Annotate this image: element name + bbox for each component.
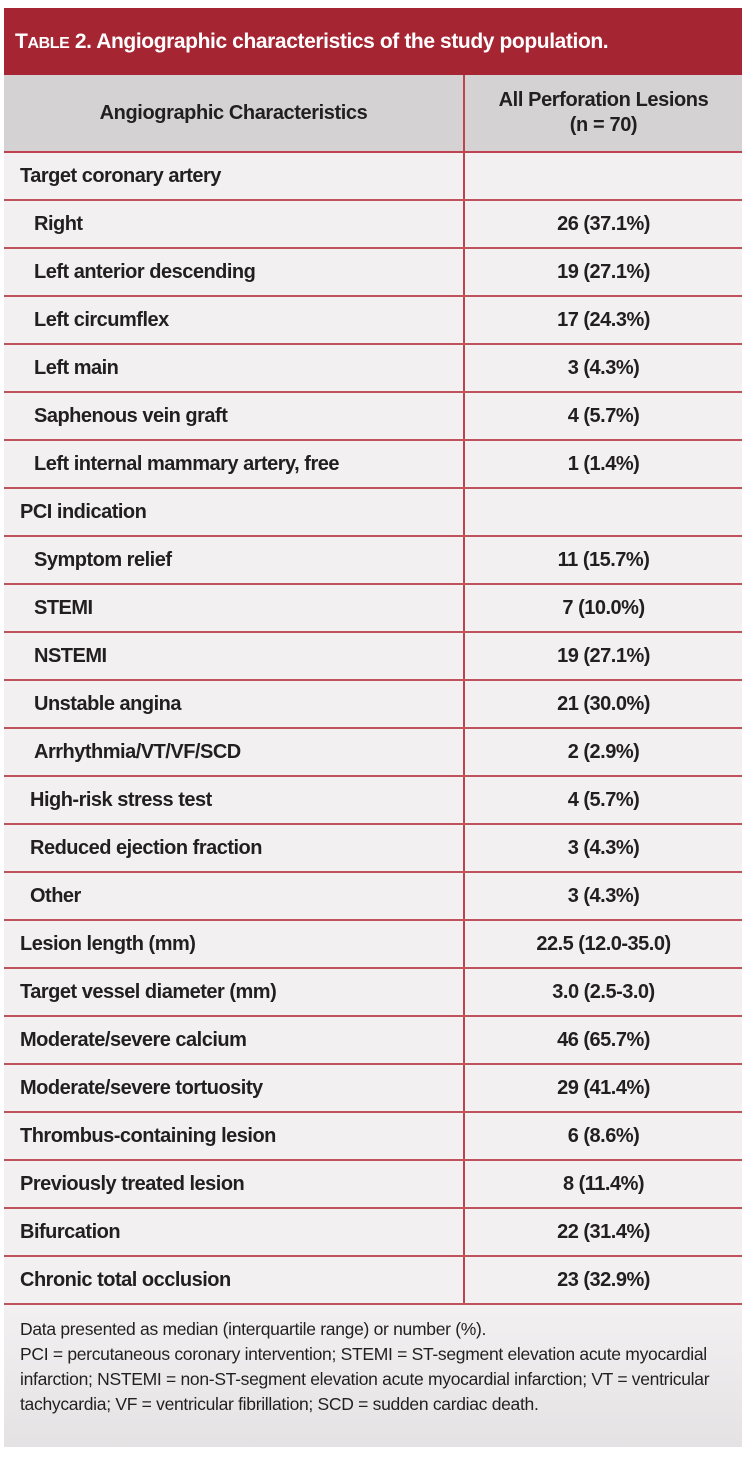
table-row: Chronic total occlusion 23 (32.9%)	[4, 1256, 742, 1305]
footnote-abbreviations: PCI = percutaneous coronary intervention…	[20, 1344, 710, 1414]
row-value: 3 (4.3%)	[464, 824, 742, 873]
table-row: Left circumflex 17 (24.3%)	[4, 296, 742, 345]
row-value: 17 (24.3%)	[464, 296, 742, 345]
row-label: Moderate/severe tortuosity	[4, 1064, 465, 1113]
column-header-lesions-line1: All Perforation Lesions	[498, 89, 709, 111]
table-row: Left main 3 (4.3%)	[4, 344, 742, 393]
data-table: Angiographic Characteristics All Perfora…	[4, 75, 742, 1305]
row-value: 22 (31.4%)	[464, 1208, 742, 1257]
table-row: Arrhythmia/VT/VF/SCD 2 (2.9%)	[4, 728, 742, 777]
column-header-lesions-line2: (n = 70)	[569, 114, 638, 136]
row-value: 19 (27.1%)	[464, 632, 742, 681]
row-value	[464, 152, 742, 201]
row-label: Thrombus-containing lesion	[4, 1112, 465, 1161]
row-label: Other	[4, 872, 465, 921]
table-row: PCI indication	[4, 488, 742, 537]
table-title: TABLE 2. Angiographic characteristics of…	[15, 29, 609, 54]
row-value: 3 (4.3%)	[464, 872, 742, 921]
row-value: 4 (5.7%)	[464, 392, 742, 441]
row-value: 26 (37.1%)	[464, 200, 742, 249]
table-row: Lesion length (mm) 22.5 (12.0-35.0)	[4, 920, 742, 969]
row-label: Chronic total occlusion	[4, 1256, 465, 1305]
table-title-band: TABLE 2. Angiographic characteristics of…	[4, 8, 742, 75]
table-body: Target coronary artery Right 26 (37.1%) Lef…	[4, 152, 742, 1305]
table-footnote: Data presented as median (interquartile …	[4, 1305, 742, 1447]
row-value: 7 (10.0%)	[464, 584, 742, 633]
row-label: Target vessel diameter (mm)	[4, 968, 465, 1017]
table-row: Other 3 (4.3%)	[4, 872, 742, 921]
row-value: 3.0 (2.5-3.0)	[464, 968, 742, 1017]
table-row: NSTEMI 19 (27.1%)	[4, 632, 742, 681]
table-row: Symptom relief 11 (15.7%)	[4, 536, 742, 585]
row-label: Symptom relief	[4, 536, 465, 585]
row-value	[464, 488, 742, 537]
row-label: Reduced ejection fraction	[4, 824, 465, 873]
row-value: 1 (1.4%)	[464, 440, 742, 489]
title-prefix-initial: T	[15, 29, 28, 53]
row-value: 23 (32.9%)	[464, 1256, 742, 1305]
row-value: 6 (8.6%)	[464, 1112, 742, 1161]
table-row: Moderate/severe tortuosity 29 (41.4%)	[4, 1064, 742, 1113]
table-row: STEMI 7 (10.0%)	[4, 584, 742, 633]
row-value: 29 (41.4%)	[464, 1064, 742, 1113]
row-label: Left internal mammary artery, free	[4, 440, 465, 489]
table-row: Right 26 (37.1%)	[4, 200, 742, 249]
row-value: 2 (2.9%)	[464, 728, 742, 777]
table-container: TABLE 2. Angiographic characteristics of…	[4, 8, 742, 1447]
row-label: Right	[4, 200, 465, 249]
table-row: Previously treated lesion 8 (11.4%)	[4, 1160, 742, 1209]
column-header-characteristics: Angiographic Characteristics	[4, 75, 465, 153]
row-label: PCI indication	[4, 488, 465, 537]
row-value: 3 (4.3%)	[464, 344, 742, 393]
row-label: Target coronary artery	[4, 152, 465, 201]
table-row: Target vessel diameter (mm) 3.0 (2.5-3.0)	[4, 968, 742, 1017]
row-label: Unstable angina	[4, 680, 465, 729]
row-label: Saphenous vein graft	[4, 392, 465, 441]
row-label: High-risk stress test	[4, 776, 465, 825]
row-label: Left main	[4, 344, 465, 393]
row-value: 11 (15.7%)	[464, 536, 742, 585]
footnote-line: Data presented as median (interquartile …	[20, 1319, 487, 1339]
row-label: NSTEMI	[4, 632, 465, 681]
table-row: Reduced ejection fraction 3 (4.3%)	[4, 824, 742, 873]
row-value: 46 (65.7%)	[464, 1016, 742, 1065]
row-value: 19 (27.1%)	[464, 248, 742, 297]
row-value: 8 (11.4%)	[464, 1160, 742, 1209]
table-row: Moderate/severe calcium 46 (65.7%)	[4, 1016, 742, 1065]
title-prefix-smallcaps: ABLE	[27, 34, 70, 52]
row-label: Moderate/severe calcium	[4, 1016, 465, 1065]
table-row: Left internal mammary artery, free 1 (1.4…	[4, 440, 742, 489]
table-row: Bifurcation 22 (31.4%)	[4, 1208, 742, 1257]
row-label: Lesion length (mm)	[4, 920, 465, 969]
header-row: Angiographic Characteristics All Perfora…	[4, 75, 742, 153]
table-row: High-risk stress test 4 (5.7%)	[4, 776, 742, 825]
table-row: Target coronary artery	[4, 152, 742, 201]
row-label: Previously treated lesion	[4, 1160, 465, 1209]
table-row: Left anterior descending 19 (27.1%)	[4, 248, 742, 297]
row-value: 22.5 (12.0-35.0)	[464, 920, 742, 969]
column-header-lesions: All Perforation Lesions (n = 70)	[464, 75, 742, 153]
table-row: Saphenous vein graft 4 (5.7%)	[4, 392, 742, 441]
row-label: Bifurcation	[4, 1208, 465, 1257]
title-text: 2. Angiographic characteristics of the s…	[69, 29, 609, 53]
table-row: Thrombus-containing lesion 6 (8.6%)	[4, 1112, 742, 1161]
row-label: STEMI	[4, 584, 465, 633]
row-label: Arrhythmia/VT/VF/SCD	[4, 728, 465, 777]
row-value: 21 (30.0%)	[464, 680, 742, 729]
row-label: Left circumflex	[4, 296, 465, 345]
row-value: 4 (5.7%)	[464, 776, 742, 825]
table-row: Unstable angina 21 (30.0%)	[4, 680, 742, 729]
row-label: Left anterior descending	[4, 248, 465, 297]
